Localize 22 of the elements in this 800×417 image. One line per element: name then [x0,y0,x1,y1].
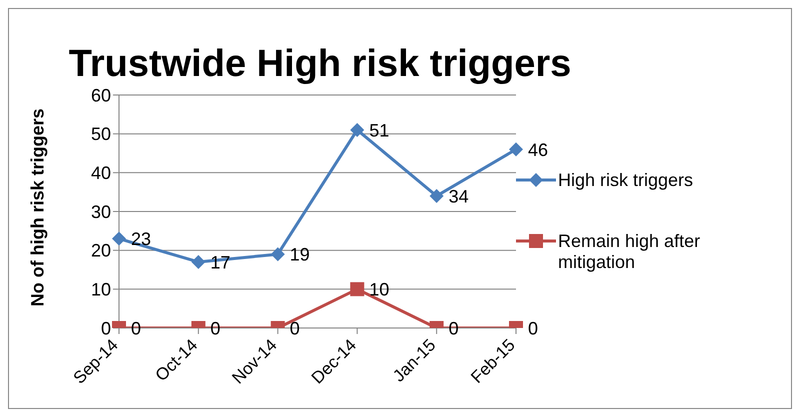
chart-title: Trustwide High risk triggers [68,42,572,85]
data-label: 46 [528,140,548,160]
y-tick-label: 20 [90,240,111,261]
data-label: 34 [448,186,469,206]
y-tick-label: 10 [90,280,111,300]
data-label: 0 [290,318,300,338]
data-label: 23 [131,229,152,250]
data-label: 51 [369,120,390,140]
point [509,142,523,156]
y-tick-label: 40 [90,163,111,184]
y-axis-title: No of high risk triggers [27,108,48,306]
legend-label: Remain high after mitigation [558,231,702,273]
point [350,122,364,137]
data-label: 10 [369,280,390,300]
data-label: 0 [528,318,538,338]
point [430,188,444,203]
data-label: 19 [290,244,310,265]
legend-label: High risk triggers [558,170,694,191]
y-tick-label: 50 [90,124,111,144]
y-tick-label: 60 [90,85,111,106]
y-tick-label: 0 [100,318,111,338]
y-tick-label: 30 [90,202,111,222]
